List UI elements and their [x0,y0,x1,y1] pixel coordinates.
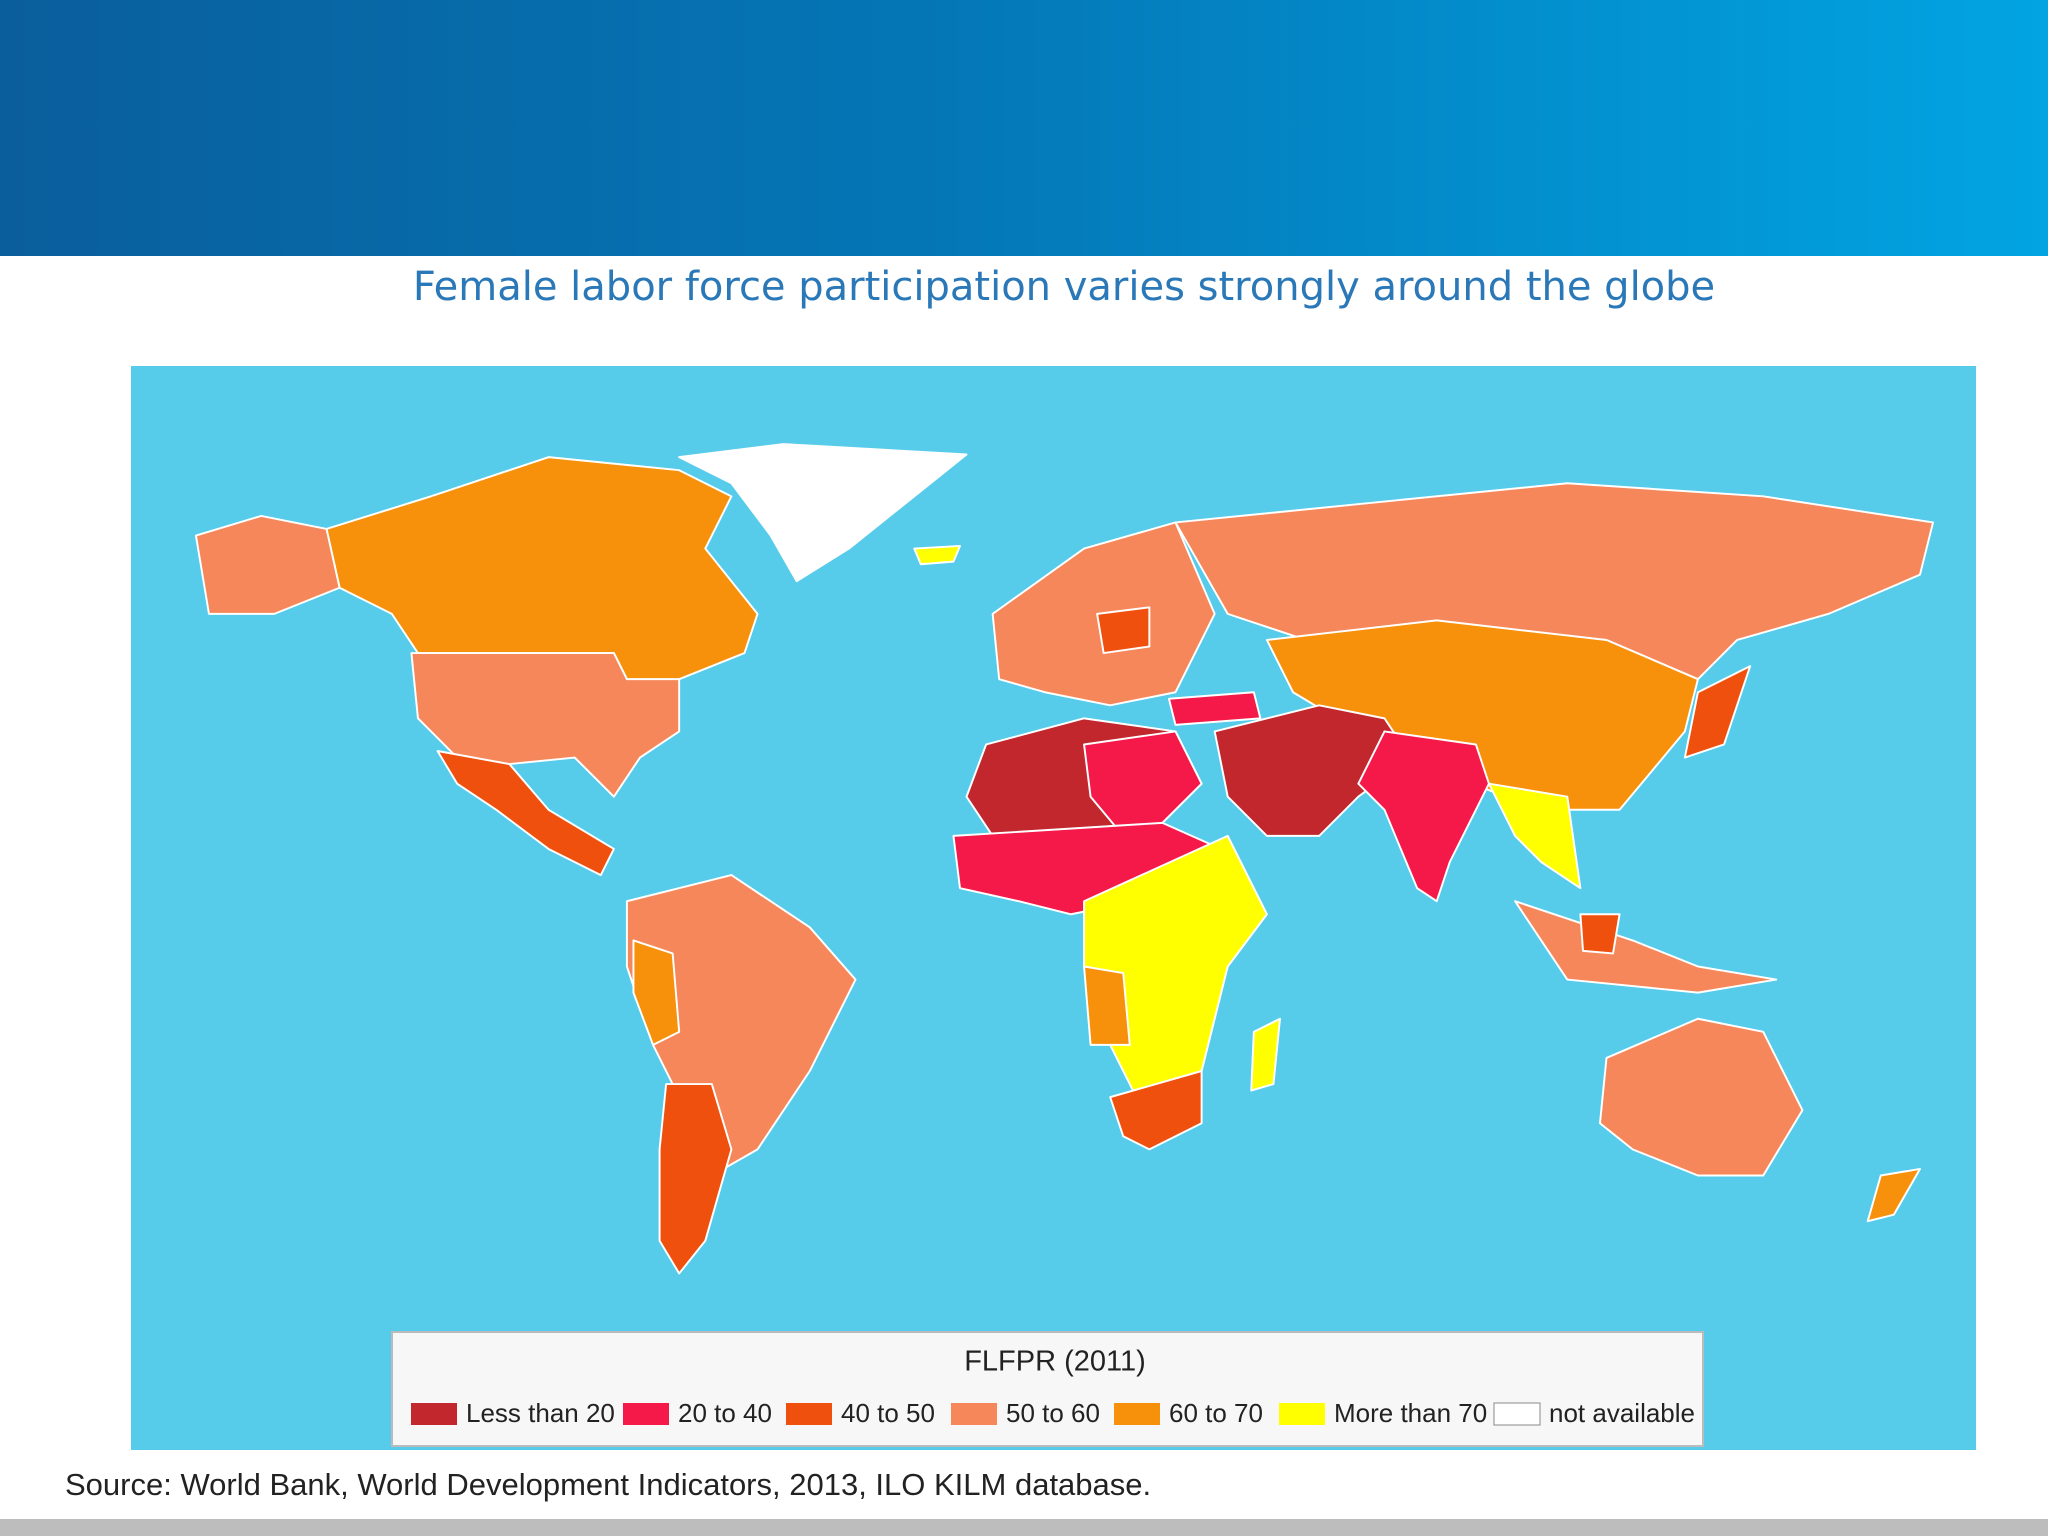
country-region [1487,782,1582,890]
legend-label: not available [1549,1398,1695,1428]
legend-swatch [786,1403,832,1425]
source-note: Source: World Bank, World Development In… [65,1467,1152,1502]
legend-title: FLFPR (2011) [964,1346,1146,1378]
country-region [1096,606,1151,655]
country-region [1213,704,1412,837]
country-region [325,456,759,681]
country-region [410,652,681,798]
legend-swatch [1493,1402,1541,1426]
country-region [658,1083,733,1275]
country-region [1598,1017,1804,1177]
legend-label: More than 70 [1334,1398,1487,1428]
country-region [1683,665,1752,759]
legend-label: 20 to 40 [678,1398,772,1428]
country-region [436,750,615,877]
legend-label: 40 to 50 [841,1398,935,1428]
country-region [1250,1017,1281,1092]
country-region [1579,913,1621,955]
bottom-bar [0,1519,2048,1536]
country-region [1167,691,1262,726]
legend-swatch [1114,1403,1160,1425]
country-region [678,443,968,583]
country-region [1357,730,1490,903]
legend-swatch [623,1403,669,1425]
legend-label: 60 to 70 [1169,1398,1263,1428]
header-band [0,0,2048,256]
country-region [913,544,961,566]
legend-swatch [951,1403,997,1425]
land [194,443,1935,1275]
country-region [1109,1070,1203,1151]
legend-label: 50 to 60 [1006,1398,1100,1428]
legend-swatch [411,1403,457,1425]
country-region [1866,1167,1921,1223]
country-region [632,939,681,1046]
country-region [194,514,341,615]
country-region [1083,965,1131,1046]
legend-label: Less than 20 [466,1398,615,1428]
slide-title: Female labor force participation varies … [412,264,1716,310]
legend-swatch [1279,1403,1325,1425]
legend-box [391,1331,1704,1447]
